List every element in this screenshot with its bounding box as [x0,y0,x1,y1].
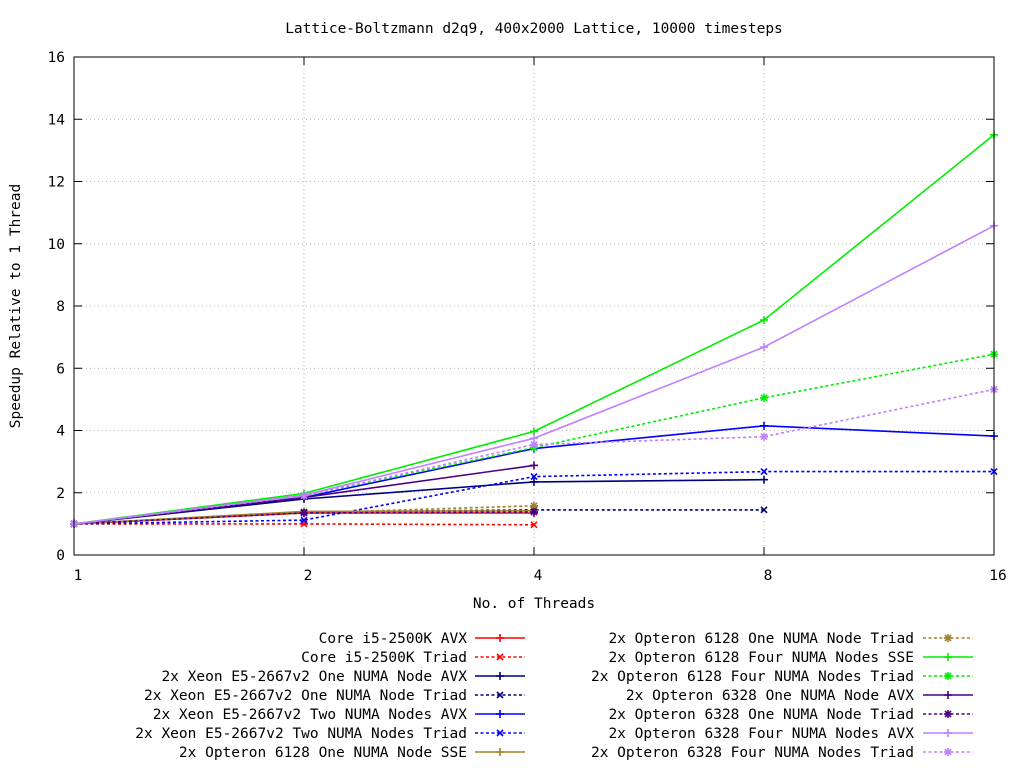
x-tick-label: 16 [989,568,1006,584]
legend-label: 2x Opteron 6328 One NUMA Node Triad [608,707,914,723]
legend-item: 2x Opteron 6128 Four NUMA Nodes SSE [608,650,973,666]
y-tick-label: 6 [56,361,65,377]
legend-marker [944,634,952,642]
legend-marker [496,653,504,661]
y-tick-label: 12 [48,175,65,191]
data-point [300,508,308,517]
y-tick-label: 8 [56,299,65,315]
chart-title: Lattice-Boltzmann d2q9, 400x2000 Lattice… [285,21,783,37]
legend-marker [496,710,504,718]
legend-marker [944,710,952,718]
data-point [760,393,768,402]
legend-item: Core i5-2500K Triad [301,650,525,666]
legend-label: 2x Opteron 6128 Four NUMA Nodes SSE [608,650,914,666]
y-tick-label: 10 [48,237,65,253]
legend-item: 2x Opteron 6328 One NUMA Node Triad [608,707,973,723]
legend-label: 2x Opteron 6128 One NUMA Node Triad [608,631,914,647]
legend-label: 2x Xeon E5-2667v2 Two NUMA Nodes Triad [135,726,467,742]
legend-item: 2x Opteron 6128 One NUMA Node Triad [608,631,973,647]
legend-label: 2x Opteron 6328 Four NUMA Nodes AVX [608,726,914,742]
data-point [530,521,538,529]
y-tick-label: 0 [56,548,65,564]
x-tick-label: 8 [764,568,773,584]
series-3 [70,475,768,528]
legend-marker [944,691,952,699]
legend-label: 2x Xeon E5-2667v2 One NUMA Node Triad [144,688,467,704]
legend-label: Core i5-2500K Triad [301,650,467,666]
data-point [530,461,538,470]
legend-item: 2x Xeon E5-2667v2 Two NUMA Nodes Triad [135,726,525,742]
legend-item: 2x Opteron 6128 One NUMA Node SSE [179,745,525,761]
x-tick-label: 1 [74,568,83,584]
legend-item: 2x Opteron 6328 One NUMA Node AVX [626,688,973,704]
data-point [300,491,308,500]
y-tick-label: 16 [48,50,65,66]
legend-marker [496,672,504,680]
data-point [760,316,768,325]
legend-label: 2x Opteron 6328 Four NUMA Nodes Triad [591,745,914,761]
legend-label: 2x Opteron 6128 Four NUMA Nodes Triad [591,669,914,685]
x-tick-label: 2 [304,568,313,584]
legend-label: Core i5-2500K AVX [319,631,468,647]
legend-item: 2x Opteron 6328 Four NUMA Nodes AVX [608,726,973,742]
legend-label: 2x Xeon E5-2667v2 One NUMA Node AVX [161,669,467,685]
legend-marker [496,729,504,737]
legend-marker [496,691,504,699]
data-point [530,472,538,481]
data-point [760,468,768,476]
legend-item: 2x Xeon E5-2667v2 One NUMA Node AVX [161,669,525,685]
data-point [530,508,538,517]
legend-item: 2x Opteron 6328 Four NUMA Nodes Triad [591,745,973,761]
data-point [760,432,768,441]
data-point [530,427,538,436]
legend-item: 2x Xeon E5-2667v2 One NUMA Node Triad [144,688,525,704]
x-tick-label: 4 [534,568,543,584]
legend: Core i5-2500K AVX Core i5-2500K Triad 2x X… [135,631,973,761]
legend-marker [944,672,952,680]
y-axis-label: Speedup Relative to 1 Thread [8,184,24,428]
data-point [300,516,308,524]
y-tick-label: 2 [56,486,65,502]
data-point [760,421,768,430]
legend-label: 2x Opteron 6328 One NUMA Node AVX [626,688,914,704]
legend-label: 2x Xeon E5-2667v2 Two NUMA Nodes AVX [153,707,468,723]
legend-marker [944,748,952,756]
legend-marker [944,653,952,661]
y-tick-label: 4 [56,424,65,440]
legend-item: 2x Xeon E5-2667v2 Two NUMA Nodes AVX [153,707,525,723]
y-tick-label: 14 [48,112,66,128]
legend-marker [496,634,504,642]
legend-label: 2x Opteron 6128 One NUMA Node SSE [179,745,467,761]
data-point [760,506,768,514]
legend-marker [496,748,504,756]
legend-marker [944,729,952,737]
series-line [73,388,995,525]
legend-item: 2x Opteron 6128 Four NUMA Nodes Triad [591,669,973,685]
data-point [760,475,768,484]
data-point [530,477,538,486]
x-axis-label: No. of Threads [473,596,595,612]
data-point [760,343,768,352]
legend-item: Core i5-2500K AVX [319,631,525,647]
data-point [530,440,538,449]
series-line [73,478,765,525]
